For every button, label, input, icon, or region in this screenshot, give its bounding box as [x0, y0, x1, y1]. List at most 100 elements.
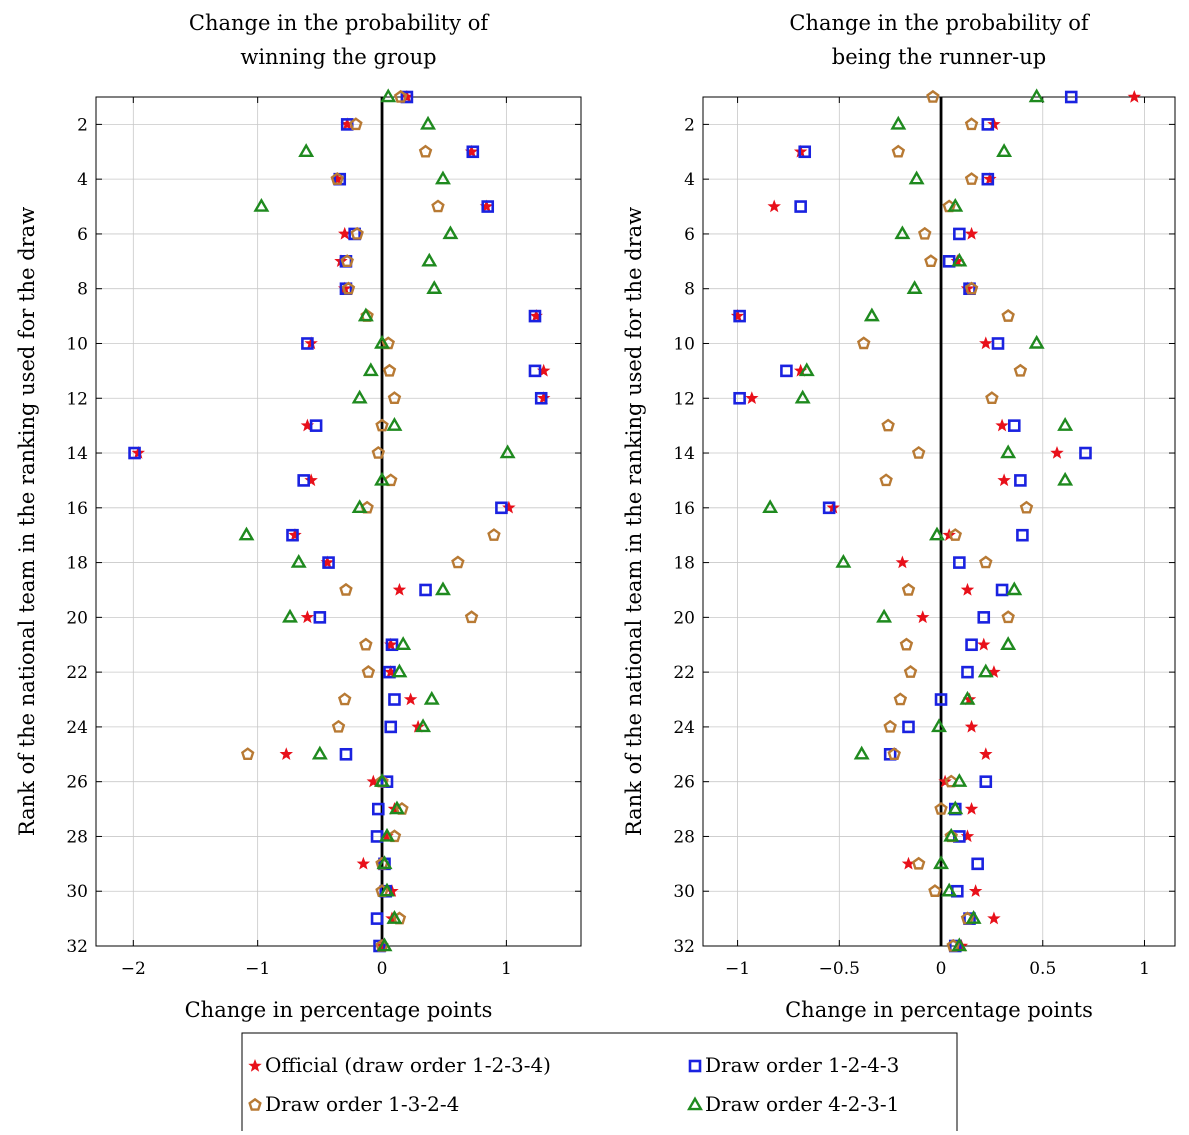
data-point-square — [733, 309, 746, 323]
data-point-pentagon — [856, 336, 871, 350]
data-point-star — [392, 582, 407, 596]
data-point-square — [528, 309, 542, 323]
data-point-pentagon — [883, 719, 897, 733]
data-point-triangle — [1000, 444, 1017, 459]
data-point-pentagon — [382, 363, 397, 377]
legend-label: Draw order 1-2-4-3 — [705, 1053, 899, 1077]
data-point-square — [979, 775, 993, 788]
data-point-pentagon — [948, 528, 963, 541]
data-point-square — [339, 747, 353, 761]
data-point-triangle — [931, 718, 947, 733]
data-point-square — [995, 583, 1009, 597]
data-point-square — [286, 528, 299, 542]
y-tick-label: 30 — [673, 882, 695, 902]
data-point-pentagon — [899, 637, 914, 651]
data-point-pentagon — [891, 144, 906, 158]
data-point-square — [528, 364, 542, 378]
chart-panel-runner-up: −1 −0.5 0 0.5 12468101214161820222426283032C… — [622, 11, 1176, 1022]
data-point-star — [288, 528, 302, 541]
data-point-triangle — [362, 362, 379, 377]
y-tick-label: 2 — [684, 115, 695, 135]
data-point-pentagon — [418, 144, 433, 158]
data-point-square — [400, 90, 414, 104]
data-point-triangle — [374, 334, 390, 349]
data-point-triangle — [380, 88, 397, 103]
data-point-star — [1050, 445, 1064, 459]
data-point-triangle — [933, 855, 949, 870]
y-tick-label: 28 — [673, 827, 695, 847]
data-point-triangle — [290, 553, 307, 568]
data-point-pentagon — [1019, 500, 1034, 514]
data-point-pentagon — [964, 281, 979, 295]
data-point-triangle — [442, 225, 459, 240]
data-point-triangle — [420, 115, 437, 130]
plot-frame — [702, 96, 1176, 947]
data-point-triangle — [1028, 334, 1045, 349]
data-point-triangle — [376, 937, 393, 952]
y-tick-label: 12 — [66, 389, 88, 409]
y-axis-title: Rank of the national team in the ranking… — [622, 207, 646, 836]
data-point-pentagon — [337, 692, 352, 706]
data-point-star — [987, 911, 1001, 925]
data-point-square — [961, 665, 974, 679]
legend-label: Draw order 1-3-2-4 — [265, 1092, 459, 1116]
y-tick-label: 6 — [684, 225, 695, 245]
data-point-triangle — [374, 471, 390, 486]
data-point-square — [902, 720, 915, 734]
data-point-triangle — [943, 827, 960, 842]
x-tick-label: 0 — [377, 959, 388, 979]
data-point-triangle — [941, 882, 958, 897]
data-point-triangle — [947, 197, 964, 212]
data-point-pentagon — [893, 692, 908, 706]
y-tick-label: 14 — [66, 444, 88, 464]
chart-title-line: being the runner-up — [832, 45, 1046, 69]
legend-label: Official (draw order 1-2-3-4) — [265, 1053, 551, 1077]
y-tick-label: 18 — [66, 554, 88, 574]
data-point-square — [794, 200, 807, 213]
data-point-square — [971, 857, 984, 871]
data-point-star — [895, 555, 910, 569]
y-tick-label: 8 — [77, 280, 88, 300]
data-point-square — [1016, 528, 1029, 542]
data-point-triangle — [423, 690, 440, 705]
data-point-pentagon — [1001, 309, 1015, 322]
x-tick-label: −1 — [725, 959, 750, 979]
data-point-triangle — [351, 389, 368, 404]
data-point-square — [466, 145, 480, 159]
data-point-square — [991, 337, 1005, 350]
y-tick-label: 18 — [673, 554, 695, 574]
y-tick-label: 6 — [77, 225, 88, 245]
x-tick-label: −2 — [121, 959, 146, 979]
data-point-square — [965, 638, 978, 652]
data-point-triangle — [298, 143, 315, 158]
data-point-square — [780, 364, 793, 378]
data-point-star — [502, 500, 516, 514]
data-point-pentagon — [1001, 610, 1015, 624]
data-point-triangle — [959, 690, 976, 705]
data-point-triangle — [376, 855, 393, 870]
chart-title-line: Change in the probability of — [789, 11, 1090, 35]
legend-marker-pentagon — [248, 1097, 262, 1111]
data-point-square — [322, 556, 335, 569]
y-tick-label: 14 — [673, 444, 695, 464]
data-point-triangle — [876, 608, 893, 623]
data-point-star — [1127, 89, 1142, 103]
data-point-pentagon — [431, 199, 445, 213]
legend-marker-square — [688, 1059, 702, 1073]
chart-panel-winning-group: −2 −1 0 12468101214161820222426283032Change… — [15, 11, 582, 1022]
series-triangle — [762, 88, 1074, 952]
data-point-pentagon — [911, 445, 926, 459]
data-point-star — [977, 637, 991, 651]
data-point-star — [536, 391, 551, 404]
legend-marker-triangle — [687, 1096, 703, 1111]
data-point-triangle — [434, 581, 451, 596]
data-point-triangle — [906, 280, 923, 294]
data-point-star — [964, 226, 979, 240]
data-point-star — [964, 719, 979, 733]
data-point-pentagon — [341, 281, 356, 295]
data-point-triangle — [426, 280, 443, 294]
y-tick-label: 12 — [673, 389, 695, 409]
data-point-square — [419, 583, 432, 597]
data-point-pentagon — [339, 582, 353, 596]
